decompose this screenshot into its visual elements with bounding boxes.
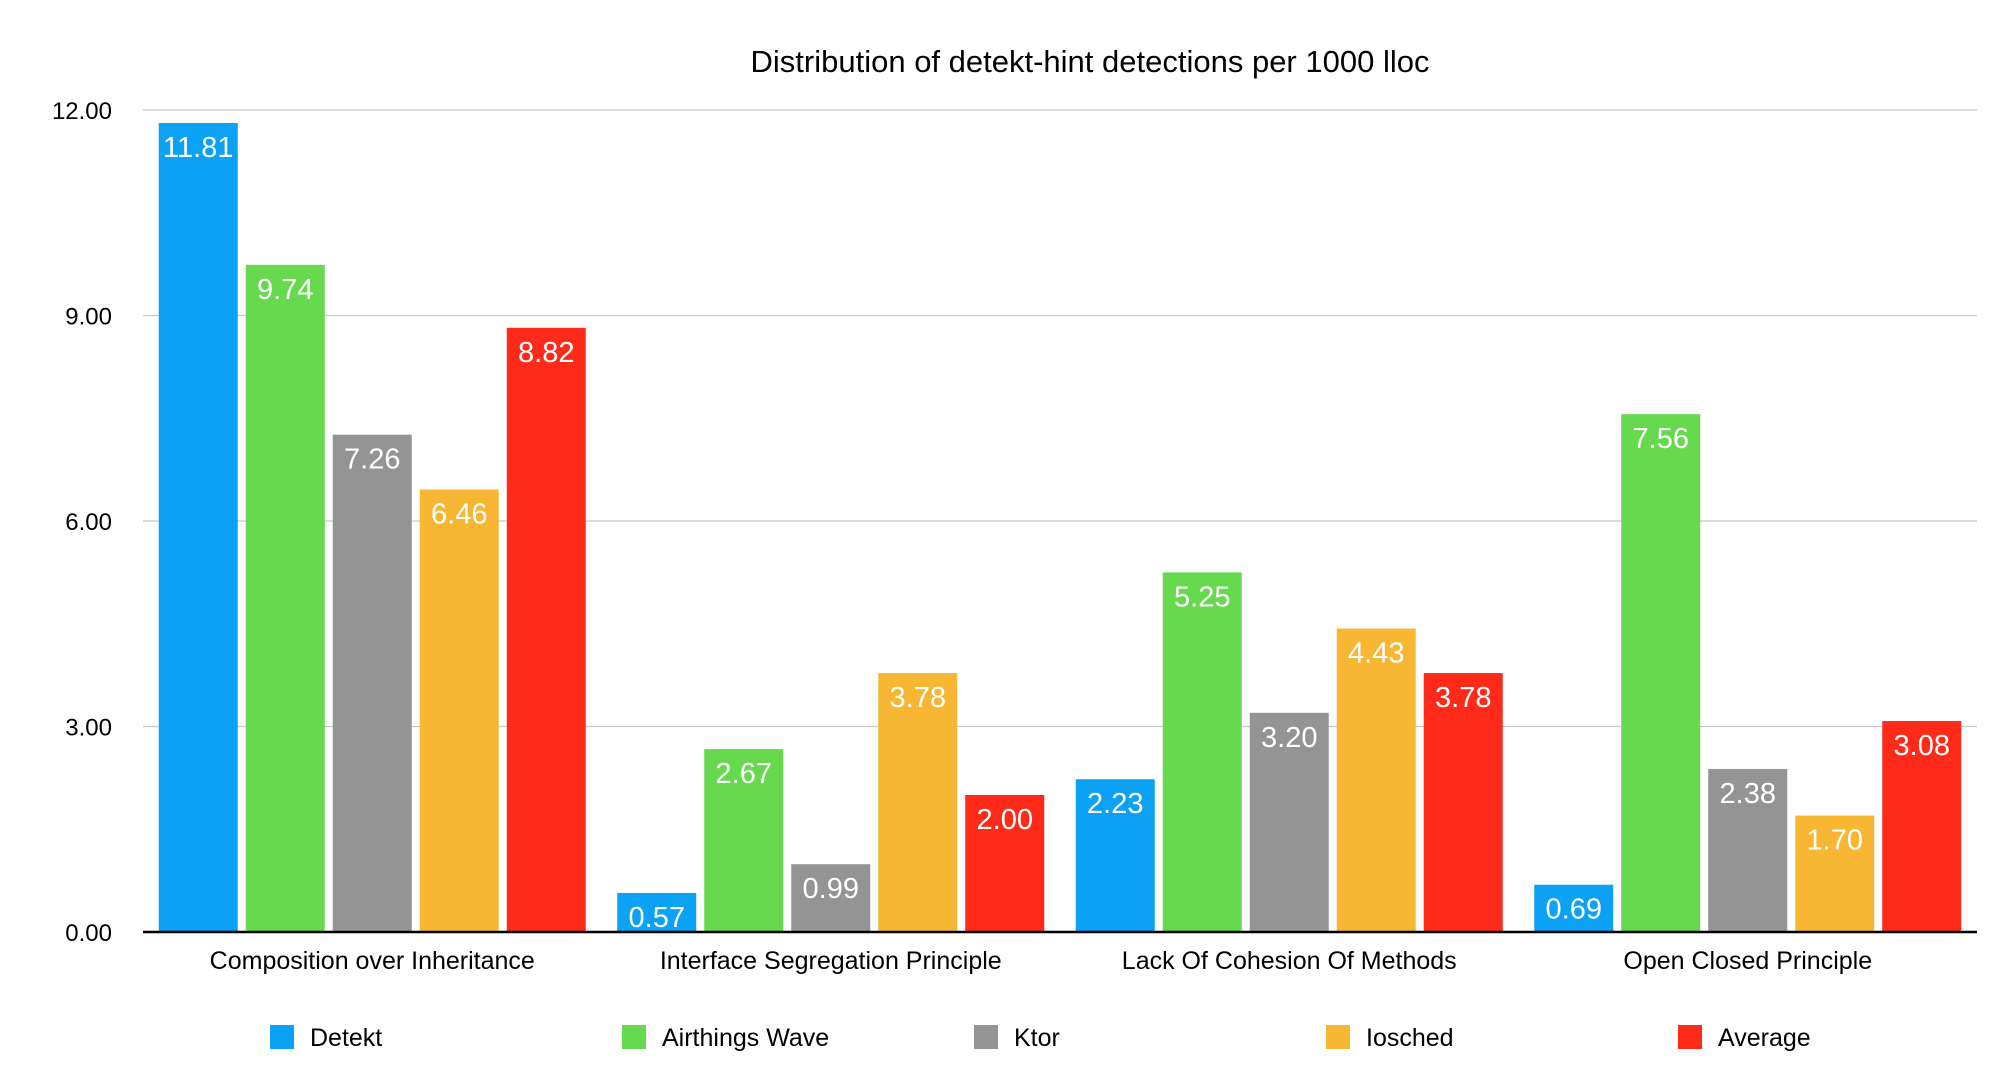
data-label: 2.38 (1720, 778, 1776, 810)
bar (1708, 768, 1788, 932)
bar (1795, 815, 1875, 932)
y-tick-label: 6.00 (65, 509, 112, 536)
legend-label: Average (1718, 1024, 1811, 1052)
bar (1534, 884, 1614, 932)
legend-label: Detekt (310, 1024, 382, 1052)
data-label: 2.23 (1087, 788, 1143, 820)
legend-label: Iosched (1366, 1024, 1454, 1052)
bar (419, 489, 499, 932)
data-label: 1.70 (1807, 825, 1863, 857)
category-labels: Composition over Inheritance Interface Se… (210, 947, 1872, 975)
y-tick-label: 9.00 (65, 304, 112, 331)
bar (965, 795, 1045, 932)
bar (617, 892, 697, 932)
data-label: 3.08 (1894, 730, 1950, 762)
bar (1249, 712, 1329, 932)
legend-label: Ktor (1014, 1024, 1060, 1052)
gridlines (143, 109, 1977, 728)
legend-swatch (974, 1025, 998, 1049)
legend-label: Airthings Wave (662, 1024, 829, 1052)
bar (791, 864, 871, 932)
x-category-label: Open Closed Principle (1623, 947, 1872, 975)
bar (704, 749, 784, 932)
data-label: 8.82 (518, 337, 574, 369)
legend: Detekt Airthings Wave Ktor Iosched Average (270, 1024, 1811, 1052)
bar (245, 264, 325, 932)
bar (332, 434, 412, 932)
data-label: 3.78 (1435, 682, 1491, 714)
data-label: 0.57 (629, 902, 685, 934)
bar (506, 327, 586, 933)
legend-swatch (622, 1025, 646, 1049)
bar (1336, 628, 1416, 932)
y-tick-label: 0.00 (65, 920, 112, 947)
bar (1882, 721, 1962, 932)
legend-swatch (1326, 1025, 1350, 1049)
legend-swatch (1678, 1025, 1702, 1049)
data-label: 5.25 (1174, 581, 1230, 613)
data-label: 2.00 (977, 804, 1033, 836)
y-tick-label: 3.00 (65, 715, 112, 742)
data-label: 7.26 (344, 444, 400, 476)
bar (1621, 414, 1701, 932)
data-label: 7.56 (1633, 423, 1689, 455)
bars: 11.81 9.74 7.26 6.46 8.82 0.57 2.67 0.99 3.78 2.0… (158, 123, 1962, 934)
chart-title: Distribution of detekt-hint detections p… (751, 44, 1430, 79)
data-label: 4.43 (1348, 638, 1404, 670)
data-label: 0.69 (1546, 894, 1602, 926)
y-tick-label: 12.00 (52, 98, 112, 125)
data-label: 2.67 (716, 758, 772, 790)
bar (878, 673, 958, 932)
bar (1162, 572, 1242, 932)
legend-swatch (270, 1025, 294, 1049)
x-category-label: Lack Of Cohesion Of Methods (1122, 947, 1457, 975)
bar (1075, 779, 1155, 932)
x-category-label: Composition over Inheritance (210, 947, 535, 975)
data-label: 3.78 (890, 682, 946, 714)
bar (158, 123, 238, 932)
data-label: 0.99 (803, 873, 859, 905)
data-label: 6.46 (431, 498, 487, 530)
data-label: 11.81 (163, 132, 233, 164)
data-label: 9.74 (257, 274, 313, 306)
bar (1423, 673, 1503, 932)
y-axis-ticks: 0.00 3.00 6.00 9.00 12.00 (52, 98, 112, 947)
data-label: 3.20 (1261, 722, 1317, 754)
x-category-label: Interface Segregation Principle (660, 947, 1002, 975)
